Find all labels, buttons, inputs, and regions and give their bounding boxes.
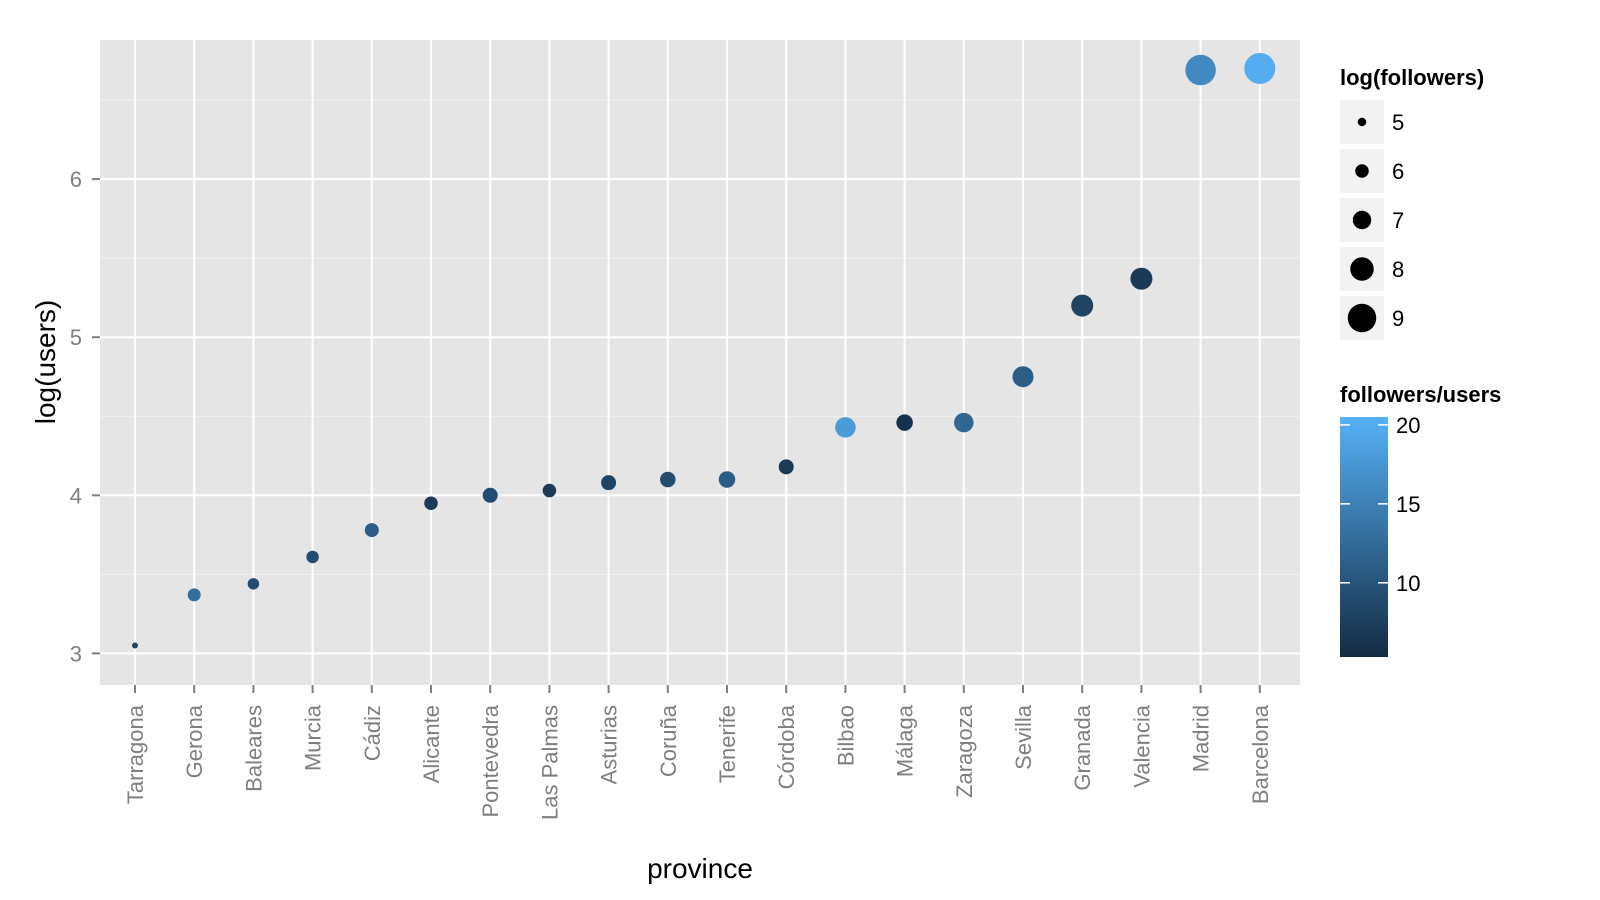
size-legend-key-dot <box>1355 164 1369 178</box>
colorbar-ticks: 10 15 20 <box>1340 413 1420 596</box>
size-legend-label: 6 <box>1392 159 1404 184</box>
point-sevilla <box>1012 366 1034 388</box>
size-legend-key-dot <box>1357 117 1367 127</box>
point-alicante <box>424 496 438 510</box>
x-tick-label: Baleares <box>241 705 266 792</box>
x-tick-label: Gerona <box>182 704 207 778</box>
x-tick-label: Pontevedra <box>478 704 503 817</box>
point-coruña <box>660 471 676 488</box>
x-tick-label: Málaga <box>893 704 918 777</box>
size-legend-keys: 5 6 7 8 9 <box>1340 100 1404 340</box>
x-axis-title: province <box>647 853 753 884</box>
x-tick-label: Zaragoza <box>952 704 977 798</box>
plot-panel <box>100 40 1300 685</box>
size-legend-label: 7 <box>1392 208 1404 233</box>
x-tick-label: Córdoba <box>774 704 799 789</box>
colorbar-tick-label: 15 <box>1396 492 1420 517</box>
point-bilbao <box>835 417 856 438</box>
size-legend-key-dot <box>1350 257 1374 281</box>
x-tick-label: Granada <box>1070 704 1095 790</box>
point-pontevedra <box>482 487 498 503</box>
point-las-palmas <box>542 483 557 498</box>
size-legend-key-dot <box>1347 303 1377 333</box>
colorbar <box>1340 417 1388 657</box>
x-tick-labels: Tarragona Gerona Baleares Murcia Cádiz Alican… <box>123 704 1273 820</box>
colorbar-tick-label: 20 <box>1396 413 1420 438</box>
color-legend-title: followers/users <box>1340 382 1501 407</box>
x-tick-label: Cádiz <box>360 705 385 761</box>
axis-ticks <box>92 178 1261 693</box>
point-asturias <box>601 475 617 491</box>
point-málaga <box>896 414 913 431</box>
point-murcia <box>306 550 319 564</box>
x-tick-label: Tenerife <box>715 705 740 783</box>
x-tick-label: Tarragona <box>123 704 148 804</box>
x-tick-label: Valencia <box>1129 704 1154 788</box>
color-legend: followers/users 10 15 20 <box>1340 382 1501 657</box>
y-tick-label: 4 <box>70 483 82 508</box>
point-baleares <box>247 578 260 590</box>
minor-gridlines <box>100 99 1300 575</box>
size-legend-label: 8 <box>1392 257 1404 282</box>
size-legend: log(followers) 5 6 7 8 9 <box>1340 65 1484 340</box>
x-tick-label: Bilbao <box>833 705 858 766</box>
y-tick-label: 3 <box>70 641 82 666</box>
point-gerona <box>187 588 201 602</box>
y-tick-label: 6 <box>70 167 82 192</box>
point-valencia <box>1130 267 1153 290</box>
point-tarragona <box>132 642 138 649</box>
point-madrid <box>1185 54 1216 86</box>
x-tick-label: Sevilla <box>1011 704 1036 770</box>
x-tick-label: Coruña <box>656 704 681 777</box>
size-legend-label: 9 <box>1392 306 1404 331</box>
point-granada <box>1071 294 1094 317</box>
point-zaragoza <box>954 412 974 433</box>
x-tick-label: Asturias <box>597 705 622 784</box>
y-tick-labels: 3 4 5 6 <box>70 167 82 666</box>
x-tick-label: Las Palmas <box>537 705 562 820</box>
colorbar-tick-label: 10 <box>1396 571 1420 596</box>
x-tick-label: Madrid <box>1189 705 1214 772</box>
size-legend-title: log(followers) <box>1340 65 1484 90</box>
point-tenerife <box>718 471 736 488</box>
x-tick-label: Murcia <box>301 704 326 771</box>
size-legend-key-dot <box>1352 210 1372 230</box>
data-points <box>132 52 1276 649</box>
point-córdoba <box>778 459 794 475</box>
size-legend-label: 5 <box>1392 110 1404 135</box>
y-tick-label: 5 <box>70 325 82 350</box>
point-cádiz <box>364 523 379 538</box>
x-tick-label: Alicante <box>419 705 444 783</box>
major-gridlines <box>100 40 1300 685</box>
x-tick-label: Barcelona <box>1248 704 1273 804</box>
point-barcelona <box>1244 52 1276 84</box>
y-axis-title: log(users) <box>30 300 61 424</box>
